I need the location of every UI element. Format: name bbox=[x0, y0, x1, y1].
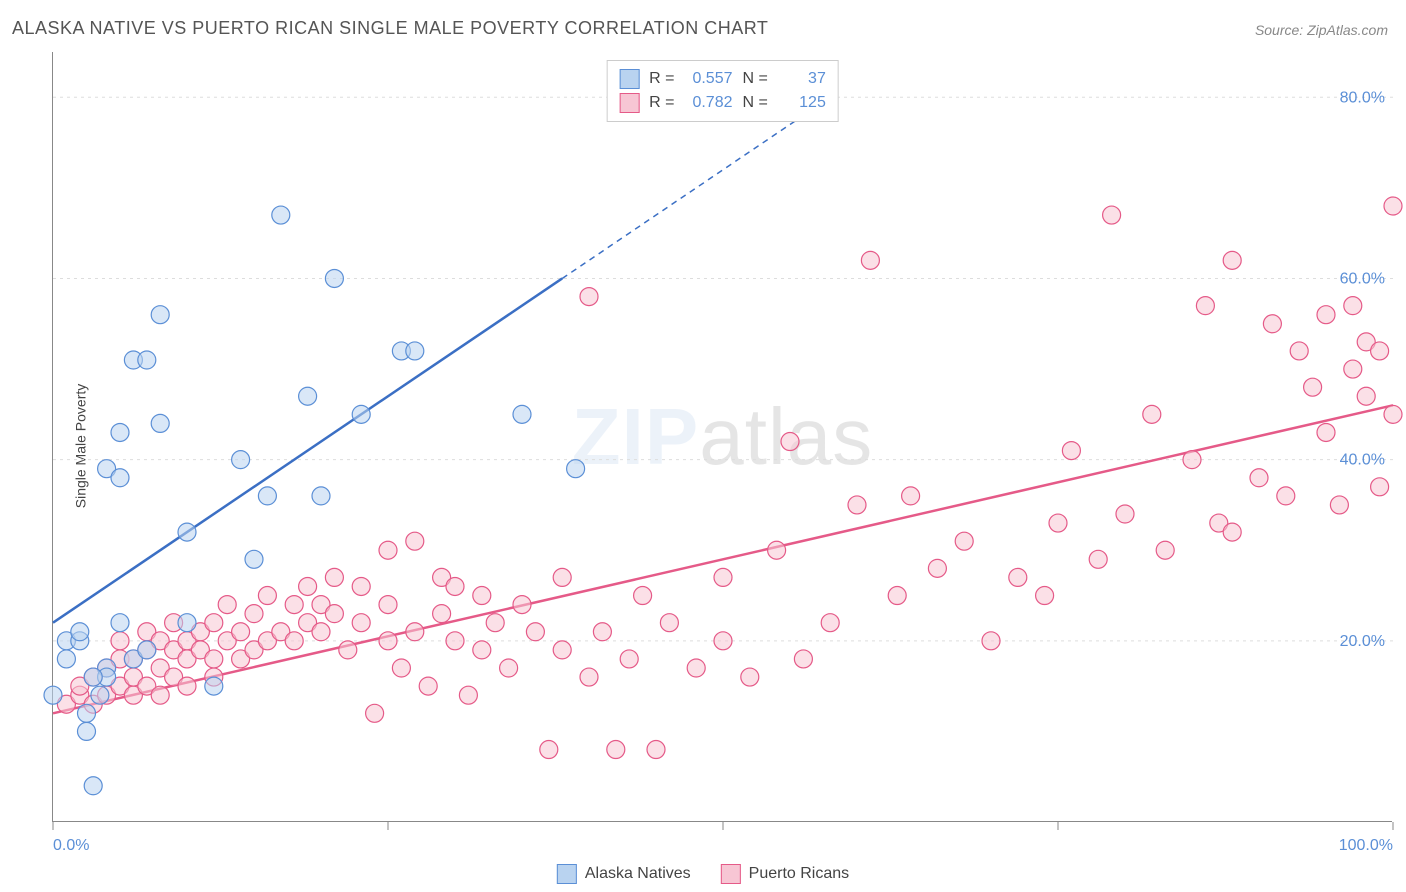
legend-label-series2: Puerto Ricans bbox=[749, 865, 850, 883]
stats-row-series1: R = 0.557 N = 37 bbox=[619, 67, 826, 91]
stats-r-label2: R = bbox=[649, 94, 674, 112]
stats-swatch-series2 bbox=[619, 93, 639, 113]
stats-n-label1: N = bbox=[743, 70, 768, 88]
stats-n-label2: N = bbox=[743, 94, 768, 112]
stats-r-value1: 0.557 bbox=[685, 70, 733, 88]
legend-item-series2: Puerto Ricans bbox=[721, 864, 850, 884]
stats-r-label1: R = bbox=[649, 70, 674, 88]
svg-text:20.0%: 20.0% bbox=[1340, 633, 1385, 650]
chart-title: ALASKA NATIVE VS PUERTO RICAN SINGLE MAL… bbox=[12, 18, 768, 39]
legend-bottom: Alaska Natives Puerto Ricans bbox=[557, 864, 849, 884]
stats-n-value2: 125 bbox=[778, 94, 826, 112]
legend-label-series1: Alaska Natives bbox=[585, 865, 691, 883]
stats-row-series2: R = 0.782 N = 125 bbox=[619, 91, 826, 115]
svg-text:100.0%: 100.0% bbox=[1339, 837, 1393, 854]
svg-text:40.0%: 40.0% bbox=[1340, 452, 1385, 469]
stats-n-value1: 37 bbox=[778, 70, 826, 88]
source-attribution: Source: ZipAtlas.com bbox=[1255, 22, 1388, 38]
chart-container: ALASKA NATIVE VS PUERTO RICAN SINGLE MAL… bbox=[0, 0, 1406, 892]
stats-legend-box: R = 0.557 N = 37 R = 0.782 N = 125 bbox=[606, 60, 839, 122]
stats-r-value2: 0.782 bbox=[685, 94, 733, 112]
svg-text:80.0%: 80.0% bbox=[1340, 89, 1385, 106]
legend-swatch-series1 bbox=[557, 864, 577, 884]
svg-text:60.0%: 60.0% bbox=[1340, 270, 1385, 287]
legend-item-series1: Alaska Natives bbox=[557, 864, 691, 884]
scatter-plot-svg: 20.0%40.0%60.0%80.0%0.0%100.0% bbox=[53, 52, 1392, 821]
stats-swatch-series1 bbox=[619, 69, 639, 89]
svg-text:0.0%: 0.0% bbox=[53, 837, 89, 854]
plot-area: ZIPatlas 20.0%40.0%60.0%80.0%0.0%100.0% … bbox=[52, 52, 1392, 822]
legend-swatch-series2 bbox=[721, 864, 741, 884]
